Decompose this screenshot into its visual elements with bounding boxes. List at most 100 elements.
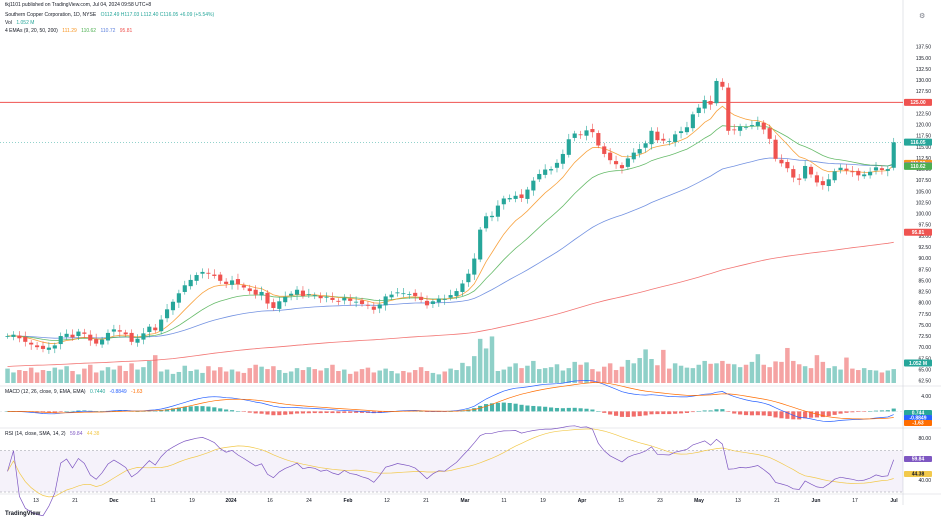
candle-body[interactable] [188, 279, 193, 287]
candle-body[interactable] [732, 129, 737, 131]
candle-body[interactable] [135, 338, 140, 343]
candle-body[interactable] [513, 195, 518, 199]
candle-body[interactable] [141, 333, 146, 340]
candle-body[interactable] [94, 339, 99, 344]
candle-body[interactable] [489, 215, 495, 218]
candle-body[interactable] [714, 80, 719, 104]
candle-body[interactable] [58, 336, 63, 345]
candle-body[interactable] [159, 319, 164, 332]
candle-body[interactable] [283, 296, 288, 303]
macd-label[interactable]: MACD (12, 26, close, 9, EMA, EMA) [5, 389, 86, 395]
candle-body[interactable] [194, 275, 199, 281]
candle-body[interactable] [88, 334, 93, 341]
candle-body[interactable] [862, 174, 867, 177]
candle-body[interactable] [690, 114, 695, 129]
candle-body[interactable] [868, 171, 873, 176]
candle-body[interactable] [265, 292, 270, 304]
candle-body[interactable] [64, 333, 69, 337]
time-axis[interactable]: 13 21 Dec 11 19 2024 16 24 Feb 12 21 Mar 11 19 Apr 15 23… [33, 498, 898, 504]
candle-body[interactable] [631, 152, 636, 160]
candle-body[interactable] [637, 149, 642, 154]
candle-body[interactable] [554, 162, 560, 168]
candle-body[interactable] [873, 167, 879, 171]
candle-body[interactable] [218, 274, 223, 281]
candle-body[interactable] [820, 181, 825, 186]
ema-label[interactable]: 4 EMAs (9, 20, 50, 200) [5, 28, 58, 34]
candle-body[interactable] [271, 302, 276, 308]
candle-body[interactable] [879, 168, 884, 170]
candle-body[interactable] [543, 169, 548, 175]
candle-body[interactable] [832, 171, 837, 181]
candle-body[interactable] [229, 280, 235, 285]
candle-body[interactable] [182, 285, 187, 292]
candle-body[interactable] [100, 339, 105, 345]
candle-body[interactable] [312, 295, 317, 296]
candle-body[interactable] [560, 153, 565, 164]
candle-body[interactable] [300, 290, 306, 296]
candle-body[interactable] [342, 297, 347, 301]
candle-body[interactable] [35, 345, 40, 348]
candle-body[interactable] [212, 274, 217, 276]
candle-body[interactable] [200, 271, 205, 274]
candle-body[interactable] [495, 205, 500, 217]
candle-body[interactable] [785, 161, 790, 169]
candle-body[interactable] [277, 301, 282, 309]
candle-body[interactable] [531, 180, 536, 191]
candle-body[interactable] [294, 289, 300, 295]
candle-body[interactable] [608, 152, 613, 161]
symbol-name[interactable]: Southern Copper Corporation, 1D, NYSE [5, 12, 97, 18]
candle-body[interactable] [814, 175, 819, 183]
candle-body[interactable] [247, 288, 252, 292]
candle-body[interactable] [306, 294, 311, 295]
candle-body[interactable] [661, 138, 666, 141]
candle-body[interactable] [613, 161, 619, 165]
candle-body[interactable] [224, 281, 229, 284]
candle-body[interactable] [572, 133, 577, 138]
candle-body[interactable] [153, 327, 158, 331]
candle-body[interactable] [767, 128, 772, 139]
candle-body[interactable] [170, 301, 176, 311]
candle-body[interactable] [525, 189, 530, 199]
candle-body[interactable] [667, 141, 672, 142]
candle-body[interactable] [808, 166, 814, 175]
candle-body[interactable] [318, 295, 323, 299]
candle-body[interactable] [590, 129, 595, 133]
candle-body[interactable] [359, 300, 365, 304]
candles[interactable] [5, 78, 896, 354]
candle-body[interactable] [82, 332, 87, 334]
candle-body[interactable] [235, 279, 241, 285]
candle-body[interactable] [289, 293, 294, 296]
candle-body[interactable] [76, 331, 81, 337]
candle-body[interactable] [454, 291, 459, 296]
candle-body[interactable] [430, 301, 435, 304]
candle-body[interactable] [584, 130, 589, 136]
candle-body[interactable] [891, 142, 896, 168]
candle-body[interactable] [749, 125, 755, 126]
candle-body[interactable] [484, 216, 489, 229]
candle-body[interactable] [324, 296, 329, 298]
candle-body[interactable] [354, 301, 359, 303]
candle-body[interactable] [761, 122, 766, 130]
candle-body[interactable] [743, 127, 749, 129]
candle-body[interactable] [566, 139, 571, 155]
candle-body[interactable] [436, 298, 441, 303]
candle-body[interactable] [164, 309, 170, 319]
candle-body[interactable] [17, 335, 22, 339]
candle-body[interactable] [389, 294, 394, 298]
candle-body[interactable] [678, 131, 684, 134]
candle-body[interactable] [5, 336, 10, 337]
candle-body[interactable] [460, 283, 465, 292]
candle-body[interactable] [241, 285, 246, 288]
candle-body[interactable] [424, 300, 430, 306]
candle-body[interactable] [111, 329, 116, 332]
candle-body[interactable] [726, 87, 731, 131]
candle-body[interactable] [625, 158, 630, 167]
candle-body[interactable] [383, 296, 388, 306]
candle-body[interactable] [596, 133, 601, 146]
candle-body[interactable] [673, 134, 678, 142]
candle-body[interactable] [395, 292, 400, 294]
candle-body[interactable] [649, 130, 654, 145]
candle-body[interactable] [401, 293, 406, 295]
candle-body[interactable] [826, 179, 831, 187]
